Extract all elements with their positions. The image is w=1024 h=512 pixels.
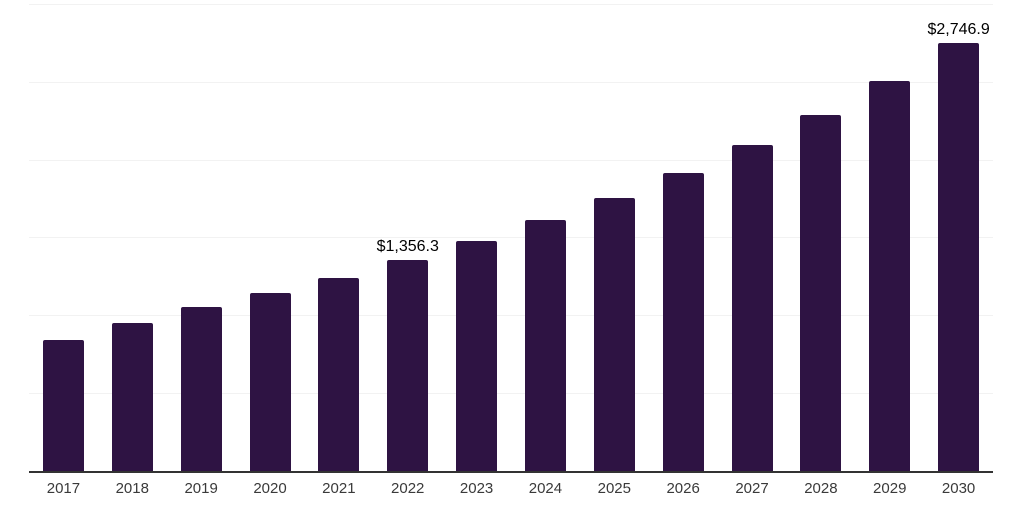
bar-2025 (593, 197, 635, 471)
x-tick-label-2021: 2021 (322, 480, 356, 497)
bar-slot-2021 (304, 4, 373, 471)
bar-slot-2018 (98, 4, 167, 471)
x-tick-label-2025: 2025 (597, 480, 631, 497)
bar-2022 (387, 259, 429, 471)
bar-slot-2025 (580, 4, 649, 471)
gridline-3000 (29, 4, 993, 5)
gridline-1500 (29, 237, 993, 238)
bar-slot-2026 (649, 4, 718, 471)
bar-2027 (731, 145, 773, 471)
gridline-2000 (29, 160, 993, 161)
x-tick-label-2017: 2017 (46, 480, 81, 497)
bar-slot-2028 (786, 4, 855, 471)
bar-slot-2019 (167, 4, 236, 471)
bar-slot-2023 (442, 4, 511, 471)
gridline-2500 (29, 82, 993, 83)
x-tick-label-2022: 2022 (391, 480, 425, 497)
bar-2030 (938, 43, 980, 471)
bar-slot-2024 (511, 4, 580, 471)
bar-2024 (524, 220, 566, 471)
plot-area: $1,356.3 $2,746.9 (29, 4, 993, 473)
data-label-2022: $1,356.3 (376, 237, 439, 255)
gridline-1000 (29, 315, 993, 316)
x-tick-label-2019: 2019 (184, 480, 218, 497)
bar-2021 (318, 277, 360, 471)
bars-container: $1,356.3 $2,746.9 (29, 4, 993, 471)
x-tick-label-2026: 2026 (666, 480, 700, 497)
data-label-2030: $2,746.9 (927, 21, 990, 39)
x-tick-label-2024: 2024 (528, 480, 563, 497)
x-tick-label-2018: 2018 (115, 480, 149, 497)
bar-2019 (180, 307, 222, 471)
bar-slot-2027 (718, 4, 787, 471)
x-tick-label-2023: 2023 (459, 480, 494, 497)
x-axis-labels: 2017 2018 2019 2020 2021 2022 2023 2024 2025 2026… (29, 479, 993, 499)
bar-2029 (869, 81, 911, 471)
bar-slot-2017 (29, 4, 98, 471)
bar-2018 (111, 323, 153, 471)
x-tick-label-2027: 2027 (735, 480, 769, 497)
bar-slot-2020 (236, 4, 305, 471)
bar-2017 (42, 339, 84, 471)
x-tick-label-2029: 2029 (873, 480, 907, 497)
bar-slot-2030: $2,746.9 (924, 4, 993, 471)
x-tick-label-2030: 2030 (941, 480, 976, 497)
bar-2020 (249, 293, 291, 471)
bar-slot-2022: $1,356.3 (373, 4, 442, 471)
bar-2026 (662, 172, 704, 471)
gridline-500 (29, 393, 993, 394)
x-tick-label-2028: 2028 (804, 480, 838, 497)
bar-2023 (456, 240, 498, 471)
x-tick-label-2020: 2020 (253, 480, 287, 497)
bar-slot-2029 (855, 4, 924, 471)
bar-2028 (800, 114, 842, 471)
